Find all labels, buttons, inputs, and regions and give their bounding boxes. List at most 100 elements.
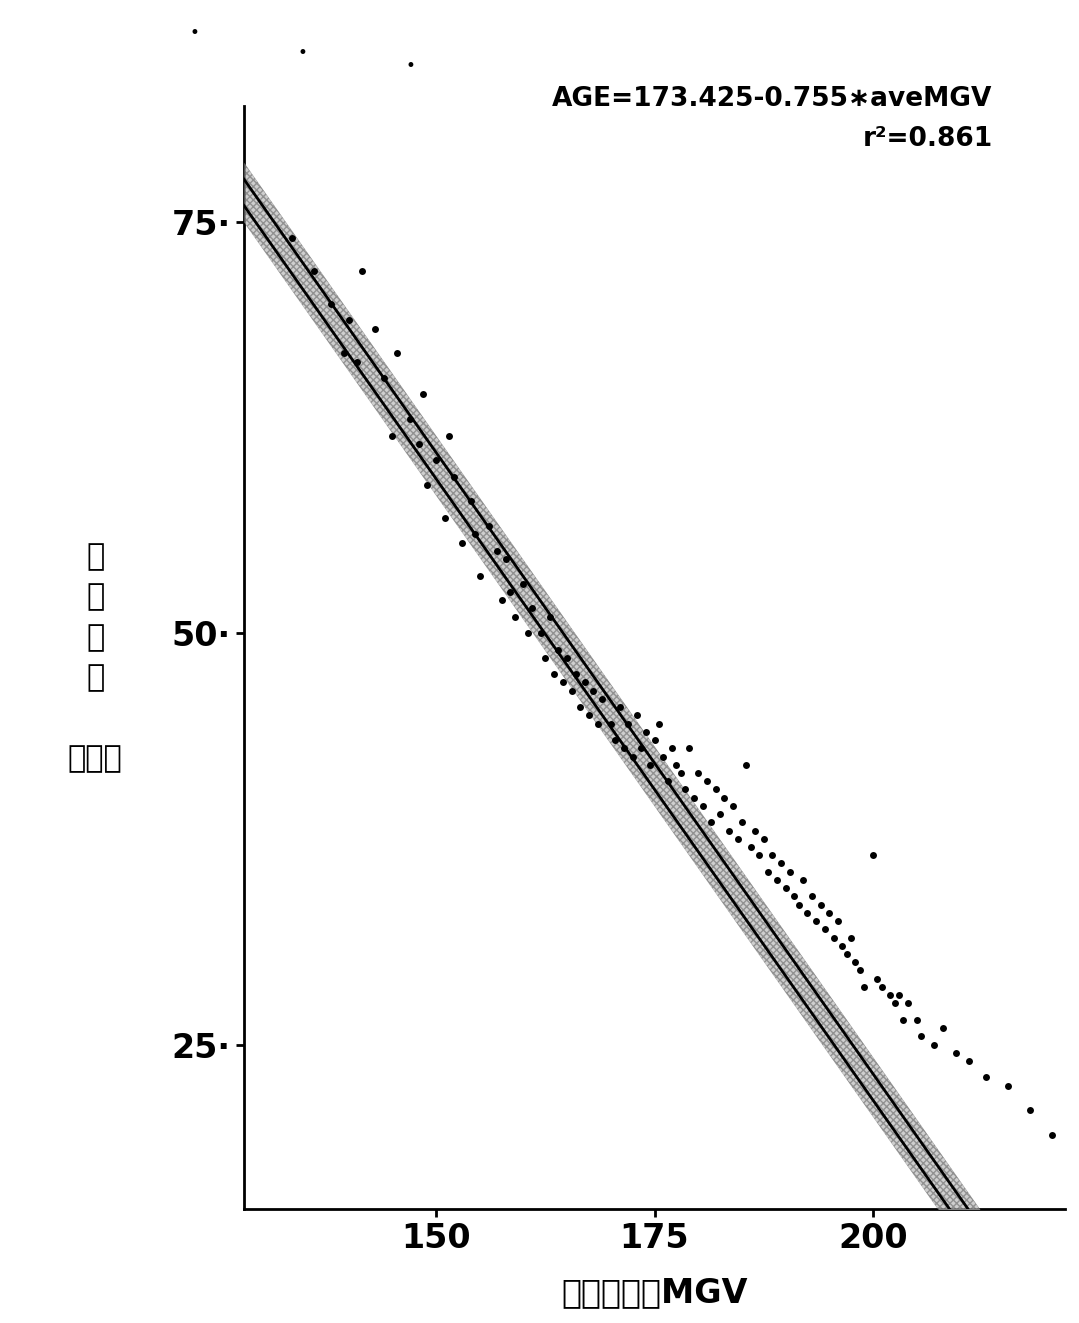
Point (838, 943, 856, 964)
Y-axis label: 实
际
年
龄

（岁）: 实 际 年 龄 （岁） (68, 542, 123, 774)
Point (384, 425, 401, 446)
Point (742, 836, 760, 857)
Point (388, 343, 406, 364)
Point (410, 433, 427, 454)
Point (414, 384, 432, 405)
Point (702, 812, 720, 833)
Point (519, 623, 536, 644)
Point (685, 787, 702, 808)
Point (585, 680, 602, 701)
Point (576, 672, 593, 693)
Point (960, 1050, 978, 1072)
Point (886, 992, 903, 1013)
Point (545, 664, 562, 685)
Point (738, 754, 755, 775)
Point (532, 623, 549, 644)
Point (668, 754, 685, 775)
Point (720, 820, 737, 841)
Text: AGE=173.425-0.755∗aveMGV: AGE=173.425-0.755∗aveMGV (552, 86, 993, 112)
Point (768, 869, 786, 890)
Point (340, 310, 357, 331)
Point (803, 886, 820, 908)
Point (724, 795, 741, 816)
Point (715, 787, 733, 808)
Point (747, 820, 764, 841)
Point (698, 770, 715, 791)
Point (869, 968, 886, 990)
Point (642, 754, 659, 775)
Point (816, 918, 833, 939)
Point (864, 844, 882, 865)
Point (821, 902, 838, 923)
Point (555, 672, 572, 693)
Point (453, 532, 470, 553)
Point (664, 738, 681, 759)
Point (628, 705, 645, 726)
Point (830, 910, 847, 931)
Point (807, 910, 824, 931)
Point (284, 228, 301, 249)
Point (899, 992, 916, 1013)
Point (493, 590, 510, 611)
Point (589, 713, 606, 734)
Point (907, 1009, 925, 1031)
Point (707, 779, 724, 800)
Point (790, 894, 807, 916)
Point (606, 729, 624, 750)
Point (624, 746, 641, 767)
Point (523, 598, 541, 619)
Point (913, 1025, 930, 1046)
Point (515, 573, 532, 594)
Point (419, 475, 436, 496)
Point (659, 770, 677, 791)
Point (611, 697, 628, 718)
Point (843, 927, 860, 949)
Point (825, 927, 843, 949)
Point (336, 343, 353, 364)
Point (445, 466, 462, 487)
Point (672, 762, 689, 783)
Point (781, 861, 798, 882)
Point (581, 705, 598, 726)
Point (834, 935, 851, 957)
Point (978, 1066, 995, 1088)
Point (890, 984, 907, 1005)
Point (502, 581, 519, 602)
Text: •: • (297, 44, 308, 62)
Point (568, 664, 585, 685)
Point (615, 738, 632, 759)
Point (751, 844, 768, 865)
Point (651, 713, 668, 734)
Point (536, 647, 554, 668)
Point (572, 697, 589, 718)
Point (734, 812, 751, 833)
Point (401, 409, 419, 430)
Point (472, 565, 489, 586)
Point (655, 746, 672, 767)
Point (646, 729, 664, 750)
Point (882, 984, 899, 1005)
Point (632, 738, 650, 759)
Point (894, 1009, 912, 1031)
Point (559, 647, 576, 668)
Point (440, 425, 457, 446)
Point (729, 828, 747, 849)
Point (563, 680, 581, 701)
Point (794, 869, 811, 890)
Point (436, 507, 453, 528)
Point (811, 894, 829, 916)
Point (926, 1035, 943, 1056)
Text: •: • (405, 57, 415, 75)
Point (375, 368, 393, 389)
Text: •: • (189, 24, 200, 42)
Point (467, 524, 484, 545)
Point (677, 779, 694, 800)
Point (773, 853, 790, 875)
Point (480, 516, 497, 537)
Point (851, 960, 869, 982)
Point (694, 795, 711, 816)
Point (550, 639, 568, 660)
Point (760, 861, 777, 882)
Point (349, 351, 366, 372)
Point (506, 606, 523, 627)
